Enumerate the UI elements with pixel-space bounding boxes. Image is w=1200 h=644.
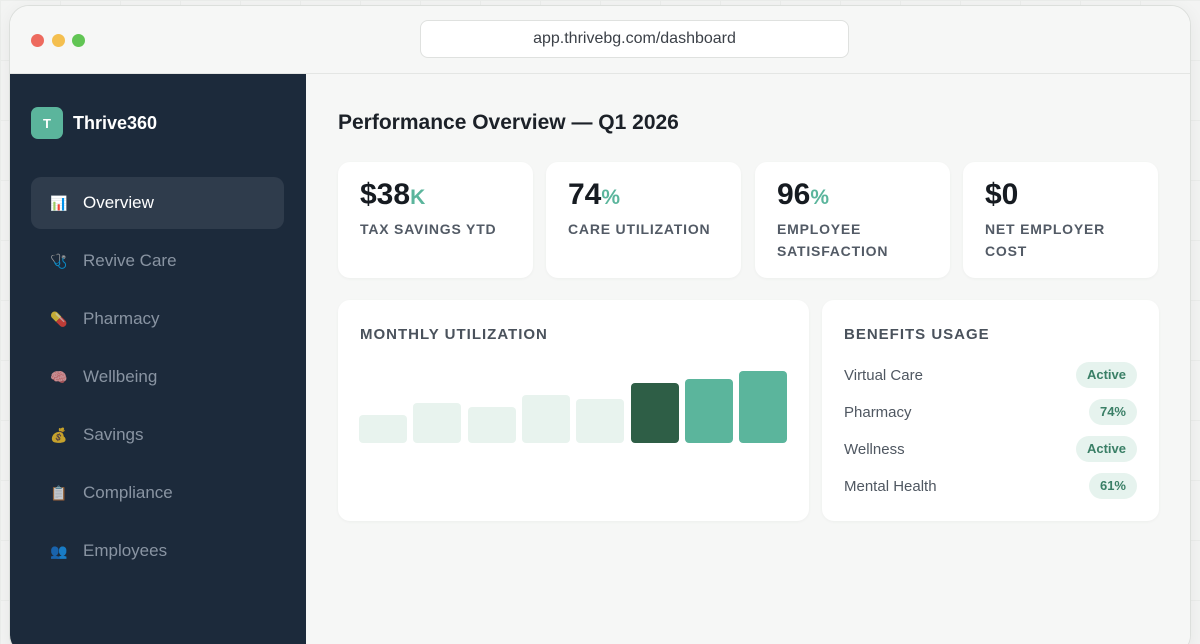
- sidebar-item-savings[interactable]: 💰 Savings: [31, 409, 284, 461]
- utilization-bar: [521, 395, 570, 443]
- benefit-row-virtual-care: Virtual Care Active: [844, 362, 1137, 388]
- benefits-usage-panel: BENEFITS USAGE Virtual Care Active Pharm…: [822, 300, 1159, 521]
- utilization-bar: [739, 371, 788, 443]
- benefit-name: Pharmacy: [844, 403, 912, 421]
- clipboard-icon: 📋: [50, 484, 68, 501]
- sidebar-item-label: Overview: [83, 193, 154, 212]
- benefit-name: Mental Health: [844, 477, 937, 495]
- browser-window: app.thrivebg.com/dashboard T Thrive360 📊…: [9, 5, 1191, 644]
- sidebar-item-label: Employees: [83, 541, 168, 560]
- sidebar-item-label: Wellbeing: [83, 367, 158, 386]
- address-bar[interactable]: app.thrivebg.com/dashboard: [420, 20, 849, 58]
- status-badge: 74%: [1088, 399, 1137, 425]
- sidebar-item-label: Pharmacy: [83, 309, 160, 328]
- sidebar-item-pharmacy[interactable]: 💊 Pharmacy: [31, 293, 284, 345]
- pill-icon: 💊: [50, 310, 68, 327]
- stat-label: NET EMPLOYER COST: [985, 221, 1106, 259]
- brand-name: Thrive360: [73, 112, 158, 133]
- utilization-bar: [413, 403, 462, 443]
- benefit-name: Virtual Care: [844, 366, 923, 384]
- stat-number: 96: [777, 178, 811, 211]
- maximize-window-button[interactable]: [72, 34, 85, 47]
- status-badge: Active: [1075, 436, 1137, 462]
- close-window-button[interactable]: [31, 34, 44, 47]
- utilization-bar: [359, 415, 407, 443]
- benefit-name: Wellness: [844, 440, 905, 458]
- stat-suffix: %: [810, 186, 830, 209]
- utilization-bar: [467, 407, 516, 443]
- stethoscope-icon: 🩺: [50, 252, 68, 269]
- brain-icon: 🧠: [50, 368, 68, 385]
- panel-title: BENEFITS USAGE: [844, 326, 990, 343]
- sidebar-item-label: Compliance: [83, 483, 173, 502]
- benefit-row-pharmacy: Pharmacy 74%: [844, 399, 1137, 425]
- bar-chart-icon: 📊: [50, 194, 68, 211]
- sidebar-item-overview[interactable]: 📊 Overview: [31, 177, 284, 229]
- stat-value: 74%: [568, 178, 620, 212]
- utilization-bar: [684, 379, 733, 443]
- stat-number: $0: [985, 178, 1019, 211]
- main-content: Performance Overview — Q1 2026 $38K TAX …: [306, 74, 1190, 644]
- stat-suffix: %: [601, 186, 621, 209]
- stat-label: TAX SAVINGS YTD: [360, 221, 497, 237]
- benefit-row-wellness: Wellness Active: [844, 436, 1137, 462]
- utilization-bar: [576, 399, 625, 443]
- stat-label: EMPLOYEE SATISFACTION: [777, 221, 889, 259]
- stat-card-tax-savings: $38K TAX SAVINGS YTD: [338, 162, 533, 278]
- brand[interactable]: T Thrive360: [31, 107, 157, 139]
- panel-title: MONTHLY UTILIZATION: [360, 326, 548, 343]
- sidebar-item-employees[interactable]: 👥 Employees: [31, 525, 284, 577]
- sidebar-item-label: Revive Care: [83, 251, 177, 270]
- sidebar-item-compliance[interactable]: 📋 Compliance: [31, 467, 284, 519]
- minimize-window-button[interactable]: [52, 34, 65, 47]
- stat-card-employee-satisfaction: 96% EMPLOYEE SATISFACTION: [755, 162, 950, 278]
- stat-suffix: K: [410, 186, 426, 209]
- benefit-row-mental-health: Mental Health 61%: [844, 473, 1137, 499]
- monthly-utilization-panel: MONTHLY UTILIZATION: [338, 300, 809, 521]
- sidebar: T Thrive360 📊 Overview 🩺 Revive Care 💊 P…: [10, 74, 306, 644]
- utilization-bar: [630, 383, 679, 443]
- stat-value: $38K: [360, 178, 425, 212]
- brand-logo: T: [31, 107, 63, 139]
- browser-titlebar: app.thrivebg.com/dashboard: [10, 6, 1190, 74]
- stat-number: $38: [360, 178, 411, 211]
- people-icon: 👥: [50, 542, 68, 559]
- money-bag-icon: 💰: [50, 426, 68, 443]
- sidebar-item-revive-care[interactable]: 🩺 Revive Care: [31, 235, 284, 287]
- page-title: Performance Overview — Q1 2026: [338, 111, 679, 134]
- stat-card-net-employer-cost: $0 NET EMPLOYER COST: [963, 162, 1158, 278]
- stat-label: CARE UTILIZATION: [568, 221, 711, 237]
- status-badge: Active: [1075, 362, 1137, 388]
- status-badge: 61%: [1088, 473, 1137, 499]
- sidebar-item-wellbeing[interactable]: 🧠 Wellbeing: [31, 351, 284, 403]
- stat-number: 74: [568, 178, 602, 211]
- stat-value: 96%: [777, 178, 829, 212]
- stat-card-care-utilization: 74% CARE UTILIZATION: [546, 162, 741, 278]
- sidebar-item-label: Savings: [83, 425, 144, 444]
- stat-value: $0: [985, 178, 1018, 212]
